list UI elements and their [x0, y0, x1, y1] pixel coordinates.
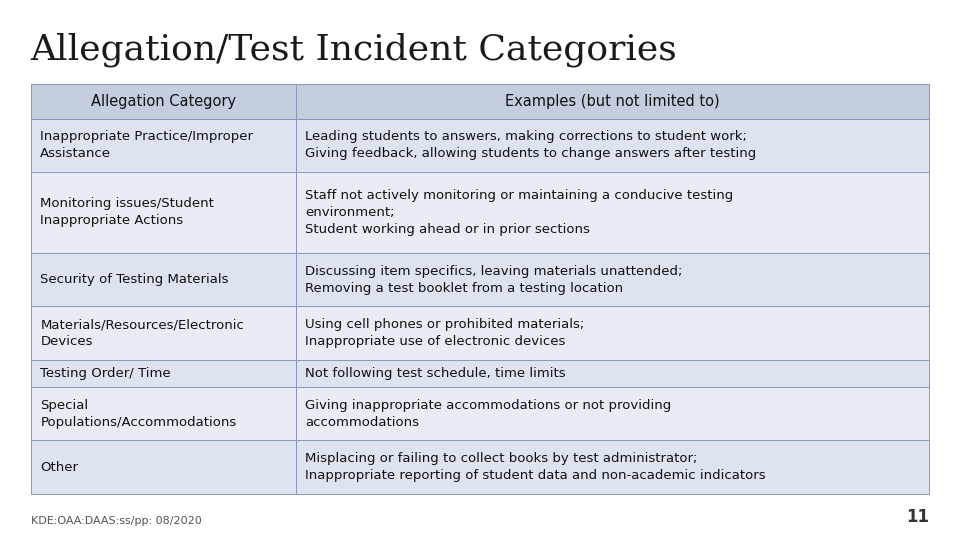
Bar — [31, 360, 929, 387]
Text: Using cell phones or prohibited materials;
Inappropriate use of electronic devic: Using cell phones or prohibited material… — [305, 318, 585, 348]
Text: Examples (but not limited to): Examples (but not limited to) — [505, 93, 720, 109]
Bar — [31, 253, 929, 306]
Text: Security of Testing Materials: Security of Testing Materials — [40, 273, 228, 286]
Text: Leading students to answers, making corrections to student work;
Giving feedback: Leading students to answers, making corr… — [305, 130, 756, 160]
Bar — [31, 172, 929, 253]
Text: Discussing item specifics, leaving materials unattended;
Removing a test booklet: Discussing item specifics, leaving mater… — [305, 265, 683, 294]
Bar — [31, 306, 929, 360]
Text: Monitoring issues/Student
Inappropriate Actions: Monitoring issues/Student Inappropriate … — [40, 198, 214, 227]
Text: Giving inappropriate accommodations or not providing
accommodations: Giving inappropriate accommodations or n… — [305, 399, 672, 429]
Text: Special
Populations/Accommodations: Special Populations/Accommodations — [40, 399, 236, 429]
Text: Allegation/Test Incident Categories: Allegation/Test Incident Categories — [31, 32, 678, 67]
Bar — [31, 84, 929, 119]
Text: Other: Other — [40, 461, 79, 474]
Text: Allegation Category: Allegation Category — [90, 93, 236, 109]
Text: Inappropriate Practice/Improper
Assistance: Inappropriate Practice/Improper Assistan… — [40, 130, 253, 160]
Text: KDE:OAA:DAAS:ss/pp: 08/2020: KDE:OAA:DAAS:ss/pp: 08/2020 — [31, 516, 202, 526]
Text: Misplacing or failing to collect books by test administrator;
Inappropriate repo: Misplacing or failing to collect books b… — [305, 453, 766, 482]
Text: Not following test schedule, time limits: Not following test schedule, time limits — [305, 367, 566, 380]
Text: 11: 11 — [906, 509, 929, 526]
Bar — [31, 119, 929, 172]
Text: Staff not actively monitoring or maintaining a conducive testing
environment;
St: Staff not actively monitoring or maintai… — [305, 189, 733, 236]
Text: Materials/Resources/Electronic
Devices: Materials/Resources/Electronic Devices — [40, 318, 244, 348]
Text: Testing Order/ Time: Testing Order/ Time — [40, 367, 171, 380]
Bar — [31, 387, 929, 441]
Bar — [31, 441, 929, 494]
